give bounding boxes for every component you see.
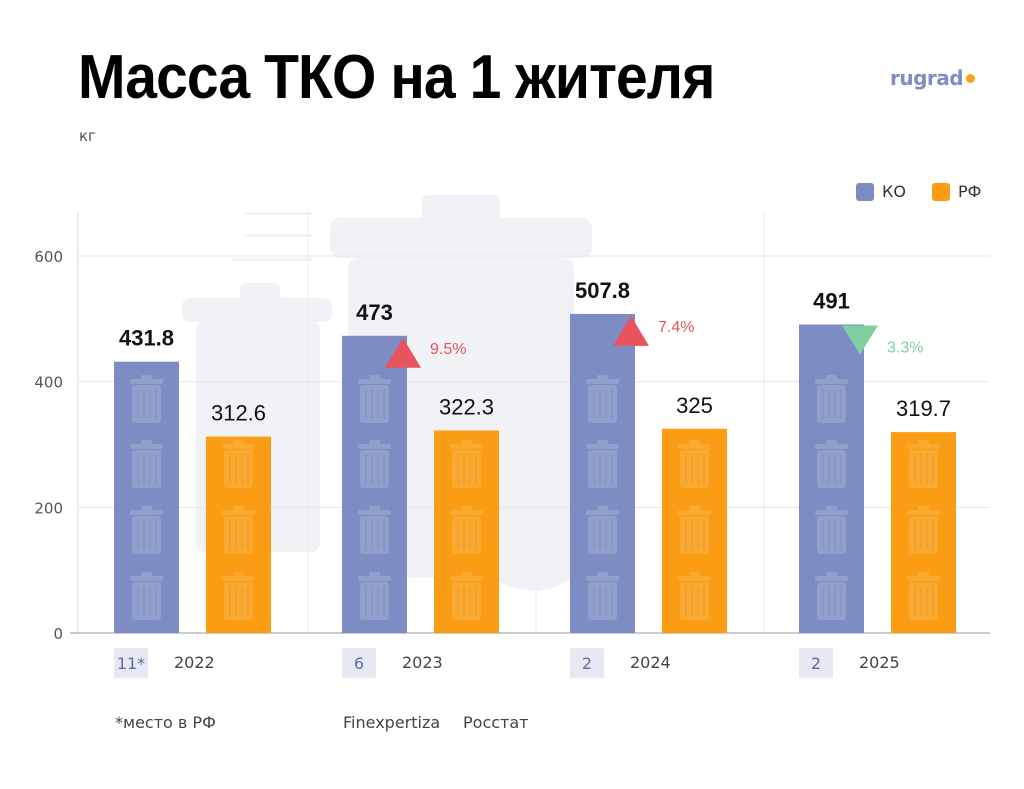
x-tick-label-2024: 2024	[630, 653, 671, 672]
value-label-rf: 322.3	[439, 394, 494, 419]
change-arrow-up-icon	[385, 337, 421, 368]
change-arrow-down-icon	[842, 325, 878, 355]
value-label-ko: 507.8	[575, 278, 630, 303]
unit-label: кг	[79, 127, 96, 145]
trash-bin-icon	[586, 440, 619, 488]
change-arrow-up-icon	[613, 315, 649, 346]
trash-bin-icon	[907, 506, 940, 554]
y-tick-label: 400	[34, 374, 63, 392]
source-finexpertiza: Finexpertiza	[343, 713, 441, 732]
legend: КО РФ	[856, 182, 1007, 201]
change-percent-label: 9.5%	[430, 341, 466, 358]
trash-bin-icon	[907, 440, 940, 488]
trash-bin-icon	[130, 506, 163, 554]
trash-bin-icon	[907, 572, 940, 620]
trash-bin-icon	[450, 506, 483, 554]
source-rosstat: Росстат	[463, 713, 529, 732]
trash-bin-icon	[586, 572, 619, 620]
rank-badge-2025: 2	[799, 648, 833, 678]
change-percent-label: 7.4%	[658, 319, 694, 336]
y-axis: 0 200 400 600	[34, 248, 63, 643]
trash-bin-icon	[815, 375, 848, 423]
trash-bin-icon	[678, 572, 711, 620]
trash-bin-icon	[222, 440, 255, 488]
y-tick-label: 600	[34, 248, 63, 266]
brand-logo: rugrad	[890, 66, 976, 90]
page-title: Масса ТКО на 1 жителя	[78, 43, 715, 112]
y-tick-label: 0	[53, 625, 63, 643]
trash-bin-icon	[130, 440, 163, 488]
trash-bin-icon	[358, 506, 391, 554]
legend-swatch-rf	[931, 182, 950, 201]
value-labels: 431.8 473 507.8 491 312.6 322.3 325 319.7	[119, 278, 951, 426]
trash-bin-icon	[815, 440, 848, 488]
x-tick-label-2023: 2023	[402, 653, 443, 672]
bars	[114, 313, 956, 633]
brand-name: rugrad	[890, 66, 964, 90]
trash-bin-icon	[450, 572, 483, 620]
footnote: *место в РФ	[115, 713, 216, 732]
x-tick-label-2022: 2022	[174, 653, 215, 672]
trash-bin-icon	[222, 572, 255, 620]
trash-bin-icon	[358, 572, 391, 620]
trash-bin-icon	[678, 440, 711, 488]
rank-badge-2023: 6	[342, 648, 376, 678]
change-percent-label: 3.3%	[887, 339, 923, 356]
trash-bin-icon	[358, 375, 391, 423]
brand-dot-icon	[966, 74, 976, 83]
value-label-rf: 325	[676, 393, 713, 418]
change-indicators: 9.5% 7.4% 3.3%	[385, 315, 923, 368]
trash-bin-icon	[815, 506, 848, 554]
value-label-ko: 491	[813, 288, 850, 313]
trash-bin-icon	[358, 440, 391, 488]
legend-label-ko: КО	[882, 182, 906, 201]
value-label-ko: 473	[356, 300, 393, 325]
trash-bin-icon	[130, 375, 163, 423]
trash-bin-icon	[815, 572, 848, 620]
rank-badge-2024: 2	[570, 648, 604, 678]
trash-bin-icon	[586, 506, 619, 554]
trash-bin-icon	[450, 440, 483, 488]
trash-bin-icon	[678, 506, 711, 554]
x-tick-label-2025: 2025	[859, 653, 900, 672]
rank-badge-2022: 11*	[114, 648, 148, 678]
legend-label-rf: РФ	[957, 182, 982, 201]
value-label-ko: 431.8	[119, 326, 174, 351]
y-tick-label: 200	[34, 499, 63, 517]
value-label-rf: 319.7	[896, 396, 951, 421]
value-label-rf: 312.6	[211, 401, 266, 426]
legend-swatch-ko	[856, 182, 874, 201]
trash-bin-icon	[130, 572, 163, 620]
trash-bin-icon	[586, 375, 619, 423]
trash-bin-icon	[222, 506, 255, 554]
